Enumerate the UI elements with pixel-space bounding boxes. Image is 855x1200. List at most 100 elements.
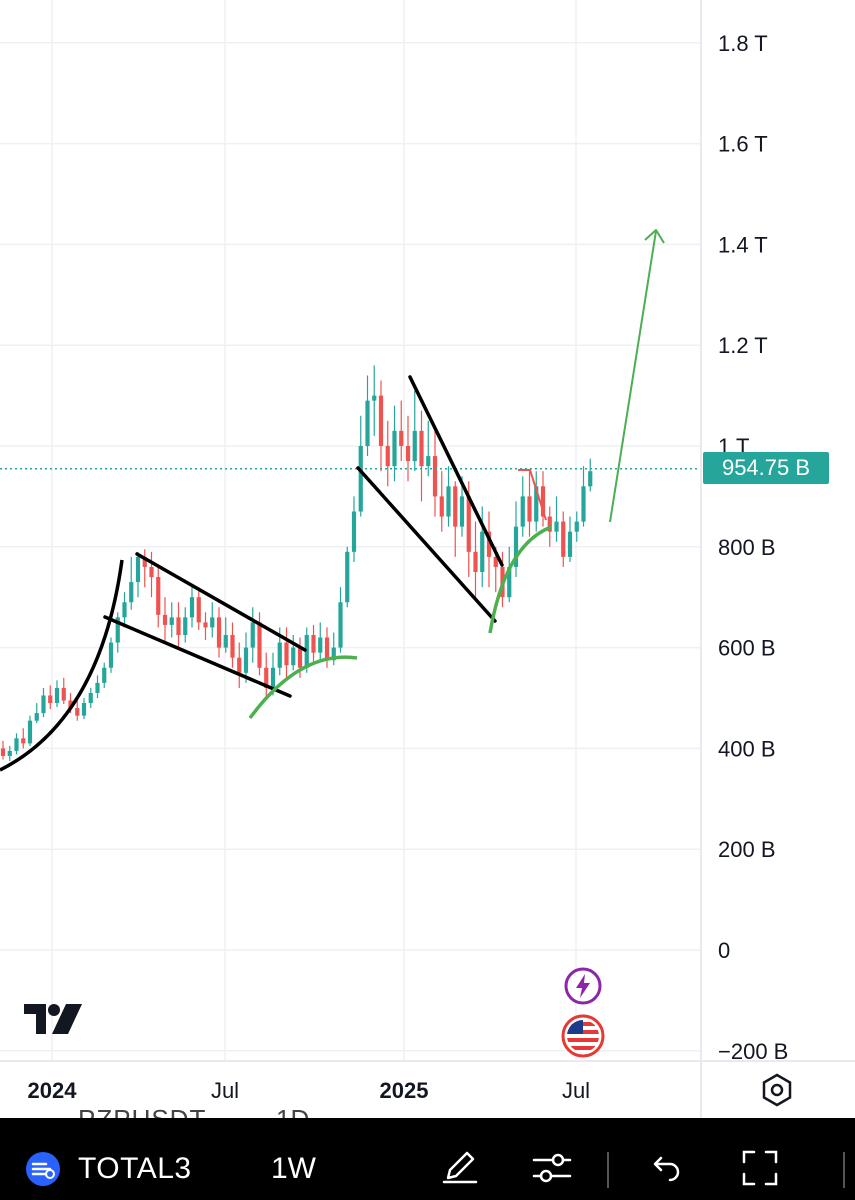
candle-body: [122, 602, 127, 618]
candle-body: [358, 446, 363, 512]
candle-body: [311, 635, 316, 653]
candle-body: [520, 496, 525, 527]
arrow-head: [644, 229, 665, 244]
candle-body: [102, 667, 107, 683]
y-tick-label: 1.2 T: [718, 333, 768, 358]
candle-body: [81, 703, 87, 716]
candle-body: [250, 622, 255, 648]
bottom-toolbar: TOTAL3 1W: [0, 1118, 855, 1200]
candle-body: [162, 614, 168, 625]
candle-body: [473, 551, 478, 572]
trendline-drawing[interactable]: [356, 466, 497, 623]
y-tick-label: 1.6 T: [718, 132, 768, 157]
x-tick-label: Jul: [562, 1078, 590, 1103]
candle-body: [216, 617, 222, 648]
flash-icon[interactable]: [563, 966, 603, 1006]
candle-body: [547, 516, 552, 532]
fullscreen-icon[interactable]: [740, 1148, 780, 1188]
us-flag-icon[interactable]: [561, 1014, 605, 1058]
sliders-icon[interactable]: [530, 1148, 574, 1188]
candle-body: [237, 657, 242, 673]
candle-body: [284, 642, 289, 666]
candle-body: [405, 446, 411, 462]
tradingview-logo-icon[interactable]: [22, 1002, 84, 1036]
candle-body: [345, 551, 350, 603]
candle-body: [426, 456, 431, 467]
candle-body: [419, 430, 424, 467]
candle-body: [54, 687, 60, 704]
mini-pattern-drawing[interactable]: [518, 469, 547, 521]
candle-body: [439, 496, 444, 517]
settings-hex-icon[interactable]: [760, 1072, 794, 1108]
candle-body: [331, 647, 336, 661]
candle-body: [453, 486, 458, 527]
candle-body: [257, 622, 262, 668]
cup-curve-drawing[interactable]: [488, 525, 552, 634]
candle-body: [14, 738, 19, 751]
cup-curve-drawing[interactable]: [248, 655, 358, 720]
candle-body: [534, 486, 539, 522]
candle-body: [493, 556, 498, 567]
candle-body: [142, 556, 147, 567]
candle-body: [466, 496, 471, 552]
candle-body: [68, 700, 73, 709]
candle-body: [156, 577, 161, 615]
candle-body: [135, 556, 141, 583]
candle-body: [554, 521, 559, 532]
toolbar-divider: [843, 1152, 845, 1188]
pencil-icon[interactable]: [440, 1146, 480, 1186]
target-arrow-drawing[interactable]: [609, 230, 657, 523]
candle-body: [88, 692, 93, 704]
candle-body: [432, 456, 438, 497]
candle-body: [129, 582, 134, 603]
candle-body: [412, 430, 417, 462]
candle-body: [385, 446, 390, 467]
undo-icon[interactable]: [648, 1150, 684, 1186]
current-price-badge: 954.75 B: [703, 452, 829, 484]
candle-body: [176, 617, 181, 635]
candle-body: [210, 617, 215, 628]
candle-body: [351, 511, 357, 552]
candle-body: [61, 687, 66, 701]
candle-body: [0, 748, 6, 756]
candle-body: [399, 430, 404, 446]
symbol-button[interactable]: TOTAL3: [78, 1152, 192, 1185]
candle-body: [243, 647, 249, 673]
candle-body: [324, 637, 330, 661]
candle-body: [365, 400, 370, 446]
curve-drawing[interactable]: [0, 559, 124, 772]
candle-body: [270, 667, 276, 688]
candle-body: [21, 738, 26, 744]
candle-body: [446, 486, 451, 517]
candle-body: [540, 486, 546, 517]
candle-body: [574, 521, 579, 532]
y-tick-label: 400 B: [718, 736, 776, 761]
toolbar-divider: [607, 1152, 609, 1188]
candle-body: [378, 395, 384, 446]
candle-body: [183, 617, 188, 635]
trendline-drawing[interactable]: [103, 615, 292, 698]
candle-body: [108, 642, 114, 668]
x-tick-label: 2025: [380, 1078, 429, 1103]
candle-body: [561, 521, 566, 557]
candle-body: [459, 496, 465, 527]
candle-body: [567, 531, 573, 557]
symbol-search-icon[interactable]: [24, 1150, 62, 1188]
interval-button[interactable]: 1W: [271, 1152, 316, 1185]
trendline-drawing[interactable]: [135, 552, 307, 652]
trendline-drawing[interactable]: [408, 375, 504, 567]
candle-body: [480, 531, 485, 572]
candle-body: [507, 566, 512, 598]
candle-body: [486, 531, 492, 557]
candle-body: [527, 496, 532, 522]
candle-body: [318, 637, 323, 653]
y-tick-label: 1.4 T: [718, 232, 768, 257]
candle-body: [7, 750, 12, 756]
candle-body: [149, 566, 154, 578]
candle-body: [203, 622, 208, 628]
candle-body: [115, 617, 120, 643]
candle-body: [297, 647, 303, 668]
candle-body: [48, 695, 53, 704]
